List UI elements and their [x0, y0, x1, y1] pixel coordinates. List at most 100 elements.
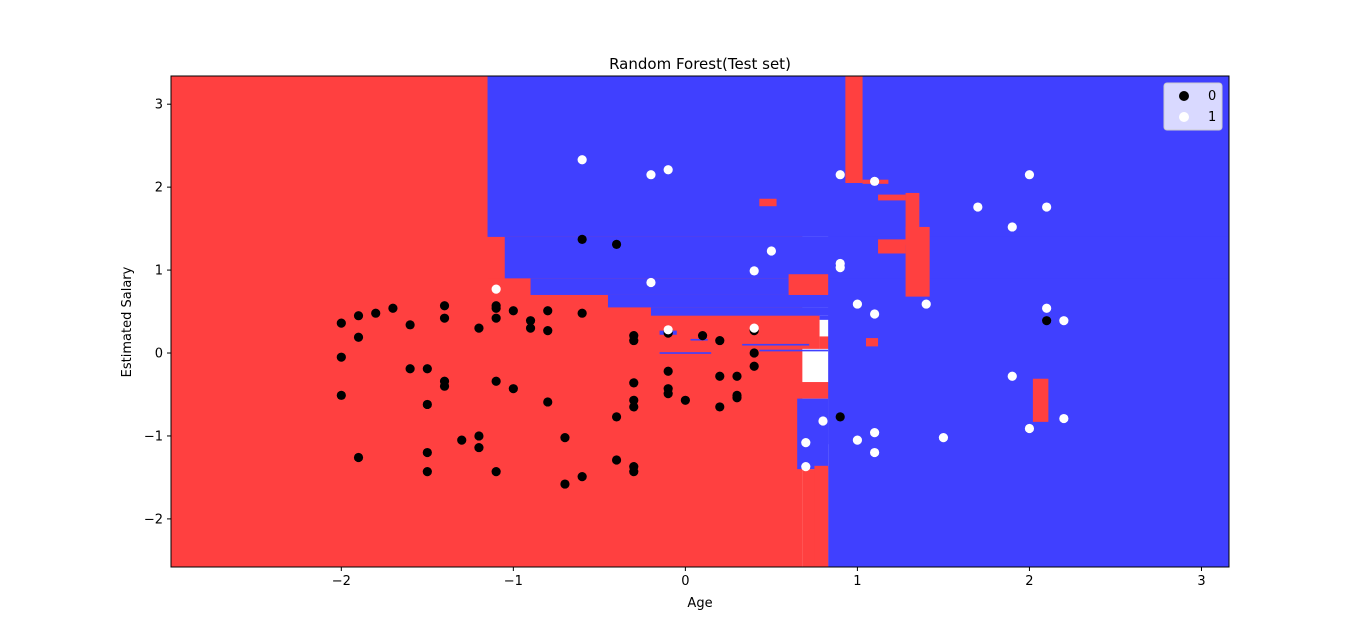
point-class-0 [629, 378, 639, 388]
point-class-0 [353, 452, 364, 463]
y-tick-label: 3 [155, 98, 163, 113]
region-class-0 [685, 398, 798, 445]
point-class-1 [766, 246, 776, 256]
region-class-0 [685, 382, 832, 399]
legend-label-0: 0 [1208, 89, 1216, 104]
point-class-1 [1042, 202, 1052, 212]
point-class-0 [491, 313, 501, 323]
region-class-0 [878, 239, 906, 254]
point-class-1 [646, 277, 656, 288]
point-class-0 [422, 399, 432, 410]
region-class-1 [819, 315, 1229, 320]
y-tick-label: 0 [155, 347, 163, 362]
point-class-0 [629, 335, 639, 346]
x-tick-label: 1 [853, 574, 861, 589]
y-tick-label: 2 [155, 181, 163, 196]
point-class-0 [474, 442, 484, 453]
region-class-0 [788, 274, 829, 295]
point-class-0 [336, 318, 346, 328]
point-class-1 [1059, 413, 1069, 424]
point-class-1 [870, 309, 880, 319]
y-axis-label: Estimated Salary [120, 266, 135, 377]
point-class-1 [491, 284, 501, 294]
point-class-0 [508, 384, 518, 394]
region-class-0 [487, 294, 608, 308]
point-class-1 [973, 202, 983, 212]
point-class-0 [560, 433, 570, 443]
point-class-0 [577, 471, 587, 482]
point-class-1 [852, 299, 863, 309]
point-class-1 [870, 428, 880, 438]
region-class-1 [530, 278, 1229, 295]
region-class-1 [860, 325, 879, 328]
region-class-1 [866, 336, 1229, 349]
point-class-0 [491, 376, 501, 386]
point-class-1 [749, 323, 759, 333]
region-class-1 [690, 338, 708, 341]
legend: 0 1 [1163, 82, 1223, 131]
point-class-0 [422, 364, 432, 374]
region-class-1 [929, 348, 1229, 395]
region-class-0 [1032, 378, 1049, 422]
region-class-0 [759, 198, 777, 207]
point-class-0 [508, 306, 518, 316]
point-class-1 [835, 170, 845, 180]
point-class-0 [663, 366, 673, 376]
point-class-0 [560, 479, 570, 489]
point-class-1 [1007, 222, 1017, 232]
region-class-1 [659, 249, 758, 252]
point-class-0 [611, 239, 622, 249]
region-class-1 [504, 236, 1229, 279]
point-class-0 [457, 435, 467, 445]
point-class-1 [938, 433, 949, 443]
point-class-1 [663, 325, 673, 335]
chart-title: Random Forest(Test set) [609, 55, 791, 73]
point-class-0 [439, 381, 450, 391]
region-class-1 [607, 294, 1229, 308]
point-class-0 [525, 323, 536, 333]
point-class-0 [388, 303, 398, 313]
point-class-1 [835, 262, 845, 273]
point-class-0 [422, 467, 432, 477]
region-class-0 [905, 226, 930, 297]
point-class-0 [336, 352, 346, 362]
point-class-0 [749, 348, 759, 358]
region-class-1 [831, 319, 1229, 337]
point-class-0 [577, 308, 587, 318]
y-axis: −2 −1 0 1 2 3 [144, 98, 171, 527]
point-class-1 [749, 266, 759, 276]
point-class-1 [1059, 316, 1069, 326]
point-class-0 [629, 395, 639, 405]
point-class-1 [870, 176, 880, 186]
point-class-0 [422, 447, 432, 458]
point-class-0 [577, 234, 587, 244]
point-class-1 [1042, 303, 1052, 313]
point-class-0 [732, 371, 742, 381]
point-class-0 [629, 467, 639, 477]
region-class-1 [650, 307, 1229, 316]
y-tick-label: 1 [155, 264, 163, 279]
point-class-1 [1024, 170, 1035, 180]
legend-label-1: 1 [1208, 110, 1216, 125]
x-tick-label: 2 [1025, 574, 1033, 589]
point-class-1 [577, 155, 587, 165]
region-class-0 [866, 338, 879, 347]
point-class-1 [1024, 423, 1035, 434]
region-class-0 [878, 194, 906, 201]
point-class-1 [1007, 371, 1017, 381]
point-class-0 [697, 330, 708, 341]
point-class-0 [835, 412, 845, 422]
region-class-0 [814, 465, 829, 567]
point-class-0 [629, 402, 639, 412]
point-class-1 [801, 437, 811, 448]
point-class-1 [921, 299, 931, 309]
point-class-0 [1042, 316, 1052, 326]
point-class-1 [646, 170, 656, 180]
region-class-0 [487, 315, 820, 349]
region-class-0 [487, 236, 505, 279]
point-class-0 [405, 320, 415, 330]
x-tick-label: −2 [332, 574, 351, 589]
legend-marker-1 [1179, 112, 1189, 122]
region-class-1 [659, 352, 712, 354]
